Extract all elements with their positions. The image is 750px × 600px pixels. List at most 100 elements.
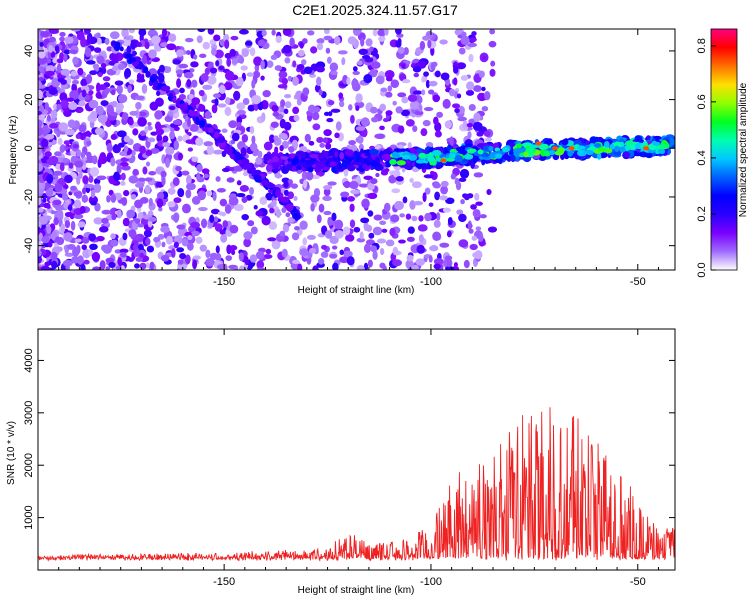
spectrogram-cell	[145, 237, 151, 246]
spectrogram-cell	[446, 230, 452, 238]
spectrogram-cell	[231, 132, 240, 142]
spectrogram-cell	[223, 82, 233, 91]
spectrogram-cell	[625, 140, 634, 146]
spectrogram-cell	[94, 47, 102, 53]
spectrogram-cell	[181, 170, 190, 176]
spectrogram-cell	[374, 165, 384, 171]
spectrogram-cell	[72, 143, 79, 149]
spectrogram-cell	[453, 77, 458, 86]
snr-ytick-label: 2000	[23, 453, 35, 477]
spectrogram-cell	[203, 141, 214, 147]
spectrogram-cell	[122, 112, 129, 121]
spectrogram-cell	[212, 93, 222, 98]
spectrogram-cell	[273, 135, 279, 142]
spectrogram-cell	[371, 116, 379, 123]
spectrogram-cell	[177, 187, 185, 198]
spectrogram-cell	[651, 151, 656, 157]
spectrogram-cell	[186, 117, 191, 128]
spectrogram-cell	[59, 144, 65, 153]
spectrogram-cell	[366, 159, 371, 166]
spectrogram-cell	[327, 100, 335, 106]
spectrogram-cell	[302, 237, 308, 246]
spectrogram-cell	[197, 29, 206, 33]
spectrogram-cell	[77, 255, 84, 265]
spectrogram-cell	[190, 221, 201, 229]
spectrogram-cell	[379, 247, 385, 256]
spectrogram-cell	[248, 186, 255, 196]
spectrogram-cell	[226, 244, 232, 255]
spectrogram-cell	[331, 245, 338, 250]
spectrogram-cell	[224, 52, 232, 59]
spectrogram-cell	[293, 196, 298, 201]
spectrogram-cell	[326, 117, 334, 123]
spectrogram-cell	[64, 220, 71, 229]
spectrogram-cell	[302, 87, 310, 96]
spectrogram-cell	[418, 152, 427, 159]
spectrogram-cell	[160, 225, 170, 233]
spectrogram-cell	[370, 106, 378, 114]
spectrogram-cell	[488, 146, 494, 152]
spectrogram-cell	[44, 70, 55, 76]
spectrogram-cell	[168, 111, 174, 117]
spectrogram-cell	[38, 89, 43, 98]
spectrogram-cell	[348, 139, 356, 146]
spectrogram-cell	[378, 35, 386, 42]
spectrogram-cell	[401, 96, 409, 104]
spectrogram-cell	[623, 151, 631, 158]
spectrogram-cell	[130, 41, 137, 50]
spectrogram-cell	[257, 150, 263, 159]
spectrogram-cell	[215, 176, 221, 182]
spectrogram-cell	[38, 77, 45, 82]
colorbar-ticks: 0.0 0.2 0.4 0.6 0.8	[696, 38, 716, 278]
spectrogram-cell	[369, 148, 379, 156]
snr-xtick-label: -150	[213, 576, 235, 588]
spectrogram-cell	[425, 141, 434, 148]
colorbar-tick-label: 0.2	[696, 206, 708, 221]
spectrogram-cell	[72, 79, 80, 85]
spectrogram-cell	[200, 73, 209, 83]
spectrogram-cell	[452, 167, 460, 176]
spectrogram-cell	[153, 81, 159, 87]
spectrogram-cell	[78, 100, 86, 107]
spectrogram-cell	[292, 259, 300, 265]
spectrogram-cell	[161, 241, 166, 248]
spectrogram-cell	[157, 82, 163, 88]
spectrogram-cell	[307, 30, 315, 36]
spectrogram-cell	[453, 262, 458, 268]
spectrogram-cell	[48, 36, 56, 43]
spectrogram-cell	[392, 259, 403, 267]
spectrogram-cell	[388, 174, 397, 184]
spectrogram-cell	[444, 120, 452, 129]
spectrogram-cell	[236, 121, 242, 128]
spectrogram-cell	[42, 197, 47, 203]
spectrogram-cell	[45, 65, 55, 73]
spectrogram-cell	[88, 233, 97, 242]
spectrogram-cell	[298, 49, 305, 57]
spectrogram-cell	[236, 116, 243, 124]
spectrogram-cell	[240, 147, 247, 158]
spectrogram-cell	[74, 160, 84, 168]
spectrogram-cell	[272, 156, 280, 163]
spectrogram-cell	[281, 207, 287, 213]
spectrogram-cell	[549, 149, 556, 156]
spectrogram-cell	[114, 80, 124, 86]
spectrogram-cell	[397, 46, 405, 54]
spectrogram-cell	[120, 161, 129, 167]
spectrogram-cell	[38, 126, 44, 136]
spectrogram-cell	[96, 235, 105, 242]
spectrogram-cell	[213, 131, 220, 139]
colorbar-label: Normalized spectral amplitude	[738, 82, 749, 217]
spectrogram-cell	[58, 122, 69, 132]
spectrogram-cell	[291, 165, 297, 172]
spectrogram-cell	[292, 106, 300, 115]
spectrogram-cell	[206, 145, 214, 155]
spectrogram-cell	[458, 239, 469, 248]
spectrogram-cell	[72, 56, 79, 65]
spectrogram-cell	[332, 262, 339, 270]
spectrogram-cell	[421, 89, 426, 96]
spectrogram-cell	[63, 140, 71, 145]
spectrogram-cell	[322, 195, 332, 202]
spectrogram-cell	[480, 152, 490, 158]
spectrogram-cell	[263, 141, 273, 151]
spectrogram-cell	[119, 151, 128, 157]
